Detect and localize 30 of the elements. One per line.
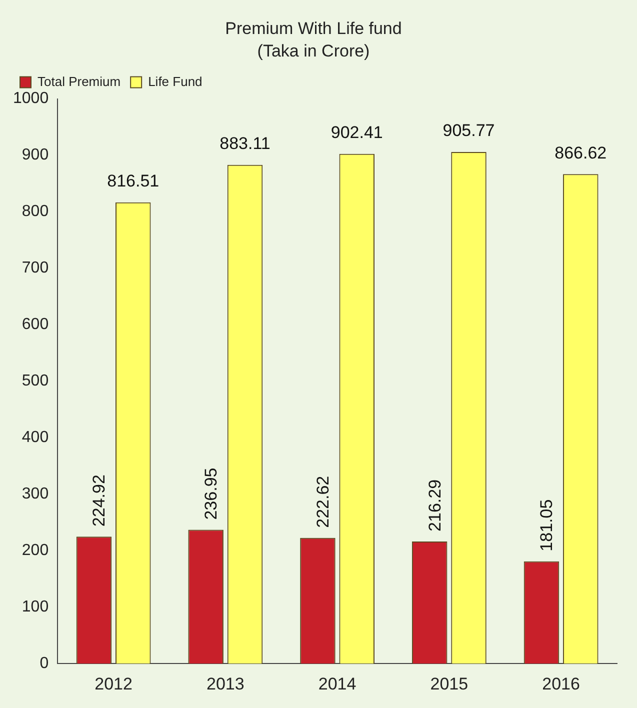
data-label: 216.29 [425, 479, 444, 532]
y-tick-label: 600 [22, 316, 49, 334]
data-label: 224.92 [90, 474, 109, 527]
data-label: 816.51 [107, 172, 160, 191]
x-tick-label: 2012 [94, 674, 132, 694]
y-tick-label: 200 [22, 542, 49, 560]
x-tick-label: 2016 [542, 674, 580, 694]
x-tick-label: 2015 [430, 674, 468, 694]
data-label: 866.62 [554, 143, 607, 162]
data-label: 883.11 [220, 134, 270, 154]
x-tick-label: 2014 [318, 674, 356, 694]
y-tick-label: 900 [22, 146, 49, 164]
y-tick-label: 500 [22, 372, 49, 390]
y-tick-label: 700 [22, 260, 49, 277]
y-tick-label: 1000 [13, 90, 49, 108]
data-label: 236.95 [202, 468, 221, 520]
chart-title: Premium With Life fund [225, 18, 402, 38]
legend-label: Total Premium [38, 74, 121, 89]
legend-label: Life Fund [148, 74, 202, 89]
chart-subtitle: (Taka in Crore) [257, 41, 370, 60]
y-tick-label: 800 [22, 203, 49, 220]
data-label: 222.62 [313, 476, 332, 528]
data-label: 905.77 [442, 121, 495, 140]
y-tick-label: 400 [22, 429, 49, 446]
y-tick-label: 300 [22, 486, 49, 503]
y-tick-label: 0 [40, 655, 49, 672]
data-label: 181.05 [537, 499, 556, 552]
data-label: 902.41 [330, 123, 383, 142]
x-tick-label: 2013 [206, 674, 244, 694]
y-tick-label: 100 [22, 598, 49, 616]
